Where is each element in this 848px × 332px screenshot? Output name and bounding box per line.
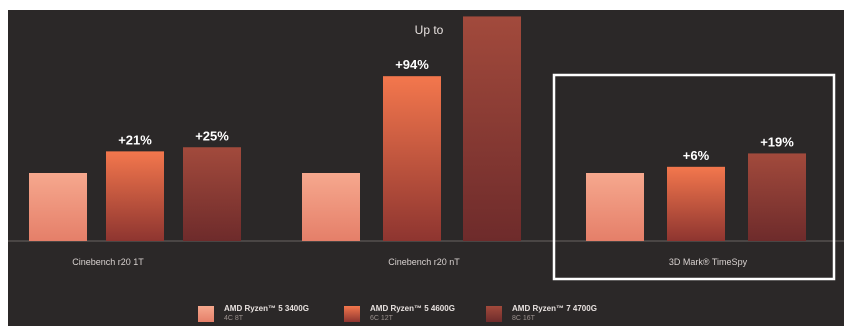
- bar-3-2: [463, 16, 521, 241]
- legend: AMD Ryzen™ 5 3400G 4C 8T AMD Ryzen™ 5 4600…: [8, 302, 844, 332]
- bar-1-3: [586, 173, 644, 241]
- data-label-2-3: +6%: [683, 148, 710, 163]
- bar-1-1: [29, 173, 87, 241]
- legend-label: AMD Ryzen™ 5 4600G: [370, 304, 455, 313]
- bar-3-1: [183, 147, 241, 241]
- legend-sublabel: 6C 12T: [370, 315, 393, 322]
- bar-1-2: [302, 173, 360, 241]
- chart-panel: Up to +21% +25% Cinebench r20 1T +94% +152% C…: [8, 10, 844, 326]
- data-label-3-2: +152%: [472, 10, 513, 12]
- bar-2-1: [106, 151, 164, 241]
- legend-swatch: [344, 306, 360, 322]
- legend-label: AMD Ryzen™ 7 4700G: [512, 304, 597, 313]
- legend-label: AMD Ryzen™ 5 3400G: [224, 304, 309, 313]
- chart-title: Up to: [415, 23, 444, 37]
- legend-sublabel: 8C 16T: [512, 315, 535, 322]
- bar-3-3: [748, 153, 806, 241]
- legend-swatch: [198, 306, 214, 322]
- data-label-2-2: +94%: [395, 57, 429, 72]
- bar-2-2: [383, 76, 441, 242]
- data-label-3-3: +19%: [760, 134, 794, 149]
- data-label-2-1: +21%: [118, 132, 152, 147]
- legend-sublabel: 4C 8T: [224, 315, 244, 322]
- data-label-3-1: +25%: [195, 128, 229, 143]
- category-label-3: 3D Mark® TimeSpy: [669, 257, 748, 267]
- legend-swatch: [486, 306, 502, 322]
- category-label-1: Cinebench r20 1T: [72, 257, 144, 267]
- bar-2-3: [667, 166, 725, 241]
- bar-chart: Up to +21% +25% Cinebench r20 1T +94% +152% C…: [8, 10, 844, 281]
- category-label-2: Cinebench r20 nT: [388, 257, 460, 267]
- highlight-box: [552, 73, 836, 281]
